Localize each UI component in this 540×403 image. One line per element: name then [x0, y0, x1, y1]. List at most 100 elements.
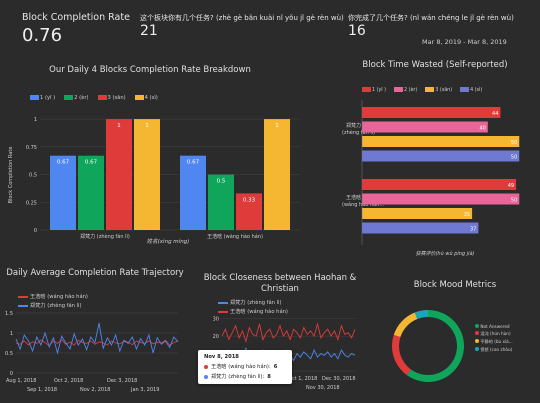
bar-data-label: 1: [275, 123, 279, 129]
panel3-xtick-3: Sep 1, 2018: [27, 387, 57, 393]
x-tick-label: 王浩晗 (wáng hào hán): [207, 233, 263, 240]
panel1-legend: 1 (yī ) 2 (èr) 3 (sān) 4 (sì): [30, 95, 158, 101]
bar: [362, 222, 479, 234]
bar-data-label: 50: [511, 155, 517, 161]
legend-item-3: 3 (sān): [435, 88, 453, 93]
legend-swatch-slate: [460, 87, 470, 92]
panel3-legend: 王浩晗 (wáng hào hán) 郑梵力 (zhèng fán lì): [18, 293, 88, 309]
panel2-xlabel: 获赛评价(hù wù pìng jià): [415, 250, 474, 257]
bar: [50, 155, 76, 230]
date-range-control[interactable]: Mar 8, 2019 - Mar 8, 2019: [422, 38, 507, 46]
donut-slice: [393, 312, 418, 338]
panel3-title: Daily Average Completion Rate Trajectory: [6, 268, 184, 278]
legend-item-2: 混沌 (hún hùn): [480, 331, 511, 336]
tooltip-row1-value: 6: [273, 363, 278, 370]
panel1-chart: Block Completion Rate 0 0.25 0.5 0.75 1 0.67…: [8, 117, 300, 245]
panel3-chart: 0 0.5 1 1.5 Aug 1, 2018 Oct 2, 2018 Dec 3, …: [5, 311, 179, 393]
y-tick-label: 1: [10, 331, 13, 337]
bar: [362, 208, 473, 219]
bar-data-label: 0.5: [217, 179, 226, 185]
legend-item-1: 郑梵力 (zhèng fán lì): [230, 300, 282, 306]
bar-data-label: 40: [479, 126, 485, 132]
bar-data-label: 1: [145, 123, 149, 129]
chart-tooltip: Nov 8, 2018 王浩晗 (wáng hào hán): 6 郑梵力 (zh…: [198, 350, 292, 384]
panel3-xtick-1: Oct 2, 2018: [54, 378, 83, 384]
panel1-xlabel: 姓名(xìng míng): [147, 238, 190, 245]
tooltip-date: Nov 8, 2018: [204, 354, 239, 360]
bar-data-label: 0.67: [85, 160, 98, 166]
legend-swatch-blue: [30, 95, 39, 100]
bar-data-label: 1: [117, 123, 121, 129]
y-tick-label: 0: [10, 371, 13, 377]
legend-swatch-yellow: [425, 87, 435, 92]
panel1-ylabel: Block Completion Rate: [8, 147, 14, 204]
panel4-legend: 郑梵力 (zhèng fán lì) 王浩晗 (wáng hào hán): [218, 299, 288, 315]
bar: [362, 193, 520, 205]
panel2-chart: 郑梵力 (zhèng fán lì) 王浩晗 (wáng hào hán... …: [342, 100, 520, 257]
legend-swatch-red: [97, 95, 107, 100]
bar: [362, 121, 488, 133]
tooltip-dot-red: [204, 364, 208, 369]
bar: [362, 107, 501, 118]
kpi-tasks-label: 这个板块你有几个任务? (zhè gè băn kuài nĭ yŏu jĭ g…: [140, 14, 344, 22]
legend-line-red: [218, 310, 228, 313]
y-tick-label: 30: [213, 317, 219, 323]
bar: [362, 150, 520, 162]
bar: [134, 119, 160, 230]
x-tick-label: 郑梵力 (zhèng fán lì): [80, 233, 130, 240]
series-line-haohan: [15, 339, 179, 347]
panel3-xtick-4: Nov 2, 2018: [80, 387, 110, 393]
legend-line-blue: [18, 304, 28, 307]
y-tick-label: 0.25: [26, 200, 37, 206]
panel2-legend: 1 (yī ) 2 (èr) 3 (sān) 4 (sì): [362, 87, 482, 93]
panel2-person2-line1: 王浩晗: [346, 194, 361, 201]
legend-swatch-green: [64, 95, 74, 100]
legend-item-1: Not Answered: [480, 324, 510, 329]
bar: [78, 155, 104, 230]
bar-data-label: 49: [508, 183, 514, 189]
panel4-title: Block Closeness between Haohan & Christi…: [203, 273, 357, 294]
bar-data-label: 35: [464, 212, 470, 218]
legend-dot-green: [475, 324, 479, 328]
legend-line-red: [18, 295, 28, 298]
legend-item-2: 王浩晗 (wáng hào hán): [230, 309, 288, 315]
panel3-xtick-2: Dec 3, 2018: [107, 378, 137, 384]
legend-dot-teal: [475, 347, 479, 351]
legend-item-1: 1 (yī ): [372, 88, 387, 93]
legend-line-blue: [218, 301, 228, 304]
donut-slice: [406, 310, 464, 382]
kpi-tasks-value: 21: [140, 23, 158, 39]
panel3-xtick-5: Jan 3, 2019: [130, 387, 159, 393]
kpi-completion-value: 0.76: [22, 25, 63, 46]
legend-dot-red: [475, 331, 479, 335]
bar-data-label: 0.33: [243, 197, 256, 203]
panel3-xtick-0: Aug 1, 2018: [6, 378, 36, 384]
series-line-haohan: [221, 322, 356, 344]
bar-data-label: 0.67: [57, 160, 70, 166]
bar: [236, 193, 262, 230]
series-line-zhengfanli: [15, 322, 179, 355]
legend-item-4: 4 (sì): [470, 88, 483, 93]
kpi-done-value: 16: [348, 23, 366, 39]
y-tick-label: 1.5: [5, 311, 13, 317]
panel2-person1-line2: (zhèng fán lì): [342, 129, 375, 136]
tooltip-row2-label: 郑梵力 (zhèng fán lì):: [211, 374, 265, 380]
panel5-legend: Not Answered 混沌 (hún hùn) 平静的 (bù xià...…: [475, 324, 513, 353]
legend-swatch-yellow: [134, 95, 144, 100]
legend-item-1: 1 (yī ): [40, 95, 56, 101]
bar-data-label: 37: [470, 227, 476, 233]
legend-dot-yellow: [475, 339, 479, 343]
legend-item-4: 愤怒 (can zhòu): [480, 347, 513, 352]
y-tick-label: 0.75: [26, 145, 37, 151]
panel2-title: Block Time Wasted (Self-reported): [362, 60, 508, 70]
legend-item-2: 2 (èr): [404, 88, 418, 93]
donut-slice: [392, 334, 411, 376]
bar: [180, 155, 206, 230]
panel4-xtick-0: Oct 1, 2018: [288, 376, 317, 382]
panel4-xtick-1: Dec 30, 2018: [322, 376, 356, 382]
donut-slice: [414, 310, 428, 320]
tooltip-dot-blue: [204, 374, 208, 379]
panel2-person1-line1: 郑梵力: [346, 122, 361, 129]
bar: [362, 179, 517, 190]
kpi-done-label: 你完成了几个任务? (nĭ wán chéng le jĭ gè rèn wù): [348, 14, 514, 22]
